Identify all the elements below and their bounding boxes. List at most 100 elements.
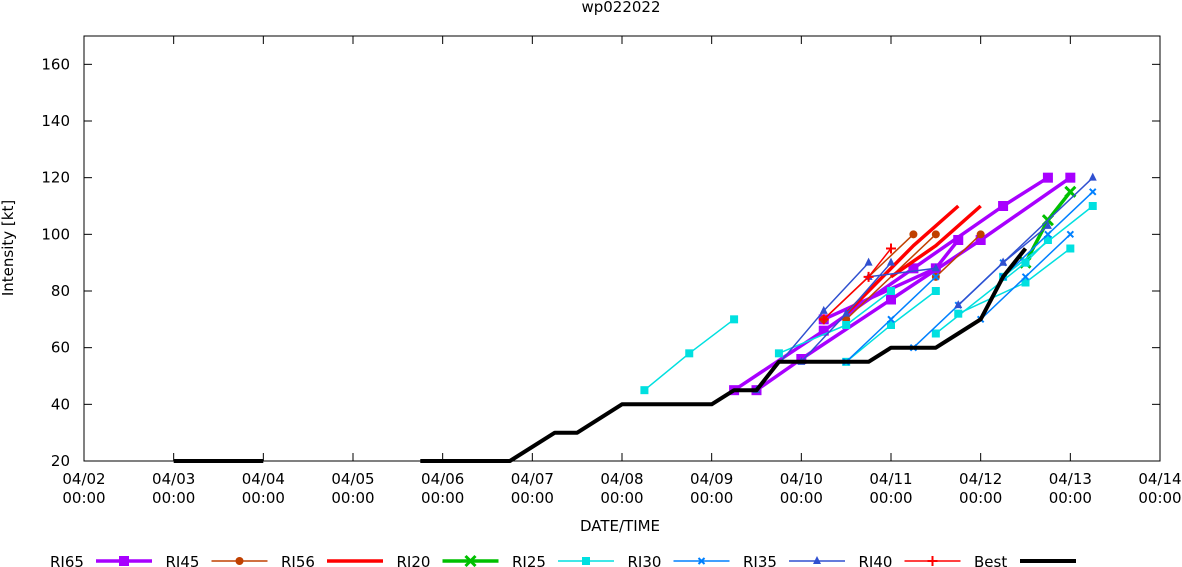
- data-point-marker: [909, 230, 918, 239]
- data-point-marker: [1088, 202, 1097, 210]
- data-point-marker: [582, 557, 590, 565]
- data-point-marker: [1044, 230, 1052, 239]
- legend-item: RI35: [743, 553, 845, 567]
- data-point-marker: [697, 557, 706, 565]
- data-point-marker: [685, 349, 694, 358]
- x-axis-label: DATE/TIME: [580, 517, 660, 535]
- series-ri25: [640, 202, 1097, 395]
- y-axis-label: Intensity [kt]: [0, 200, 17, 296]
- series-line: [1002, 177, 1094, 264]
- data-point-marker: [813, 556, 821, 564]
- data-point-marker: [887, 287, 895, 295]
- data-point-marker: [863, 271, 874, 282]
- data-point-marker: [908, 263, 919, 274]
- data-point-marker: [887, 321, 895, 329]
- legend-item: RI45: [166, 553, 268, 567]
- axis-ticks: 2040608010012014016004/0200:0004/0300:00…: [41, 36, 1182, 507]
- data-point-marker: [819, 305, 828, 314]
- data-point-marker: [931, 329, 940, 338]
- data-point-marker: [1042, 172, 1053, 183]
- series-ri56: [844, 204, 982, 315]
- data-point-marker: [1021, 273, 1030, 281]
- x-tick-time-label: 00:00: [242, 489, 285, 507]
- data-point-marker: [1089, 188, 1097, 196]
- legend-label: RI35: [743, 553, 777, 567]
- x-tick-time-label: 00:00: [331, 489, 374, 507]
- legend-item: RI40: [859, 553, 961, 567]
- legend-item: RI20: [397, 553, 499, 567]
- data-point-marker: [998, 201, 1009, 211]
- legend-item: RI25: [512, 553, 614, 567]
- y-tick-label: 100: [41, 225, 70, 243]
- data-point-marker: [464, 554, 477, 567]
- legend-label: RI30: [628, 553, 662, 567]
- series-line: [844, 204, 960, 315]
- legend: RI65 RI45 RI56 RI20 RI25 RI30 RI35 RI40 Best: [50, 553, 1076, 567]
- data-point-marker: [842, 321, 851, 329]
- x-tick-date-label: 04/07: [511, 470, 554, 488]
- data-point-marker: [931, 287, 940, 295]
- series-line: [957, 247, 1071, 315]
- x-tick-date-label: 04/11: [869, 470, 912, 488]
- data-point-marker: [1066, 244, 1075, 253]
- legend-item: RI56: [281, 553, 383, 567]
- data-point-marker: [730, 315, 739, 324]
- x-tick-date-label: 04/12: [959, 470, 1002, 488]
- x-tick-date-label: 04/09: [690, 470, 733, 488]
- data-point-marker: [953, 235, 964, 245]
- data-point-marker: [1066, 230, 1075, 239]
- series-ri40: [818, 243, 896, 325]
- x-tick-date-label: 04/02: [62, 470, 105, 488]
- data-point-marker: [842, 308, 851, 317]
- data-point-marker: [975, 235, 986, 245]
- x-tick-time-label: 00:00: [1138, 489, 1181, 507]
- data-point-marker: [818, 314, 829, 325]
- data-point-marker: [864, 257, 873, 266]
- series-line: [935, 233, 982, 278]
- x-tick-date-label: 04/05: [331, 470, 374, 488]
- x-tick-time-label: 00:00: [600, 489, 643, 507]
- legend-label: Best: [974, 553, 1007, 567]
- data-point-marker: [927, 556, 938, 566]
- series-line: [868, 267, 936, 278]
- data-point-marker: [976, 230, 985, 239]
- x-tick-time-label: 00:00: [959, 489, 1002, 507]
- data-point-marker: [931, 230, 940, 239]
- x-tick-time-label: 00:00: [780, 489, 823, 507]
- legend-item: RI30: [628, 553, 730, 567]
- data-point-marker: [1021, 278, 1030, 287]
- legend-label: RI45: [166, 553, 200, 567]
- series-line: [890, 204, 982, 279]
- data-point-marker: [1065, 172, 1076, 183]
- y-tick-label: 160: [41, 55, 70, 73]
- x-tick-date-label: 04/06: [421, 470, 464, 488]
- x-tick-time-label: 00:00: [152, 489, 195, 507]
- y-tick-label: 80: [51, 282, 70, 300]
- legend-label: RI20: [397, 553, 431, 567]
- series-lines: [173, 172, 1097, 463]
- x-tick-date-label: 04/13: [1049, 470, 1092, 488]
- legend-item: RI65: [50, 553, 152, 567]
- data-point-marker: [1021, 258, 1030, 267]
- x-tick-time-label: 00:00: [1049, 489, 1092, 507]
- data-point-marker: [235, 557, 244, 565]
- data-point-marker: [931, 263, 940, 272]
- legend-item: Best: [974, 553, 1076, 567]
- series-line: [420, 247, 1028, 463]
- data-point-marker: [954, 309, 963, 318]
- data-point-marker: [886, 294, 896, 305]
- y-tick-label: 120: [41, 169, 70, 187]
- data-point-marker: [640, 386, 649, 395]
- x-tick-time-label: 00:00: [690, 489, 733, 507]
- x-tick-date-label: 04/10: [780, 470, 823, 488]
- data-point-marker: [1088, 172, 1097, 181]
- y-tick-label: 40: [51, 395, 70, 413]
- x-tick-time-label: 00:00: [421, 489, 464, 507]
- x-tick-date-label: 04/04: [242, 470, 285, 488]
- data-point-marker: [119, 556, 129, 566]
- series-line: [1002, 205, 1094, 278]
- x-tick-date-label: 04/08: [600, 470, 643, 488]
- y-tick-label: 140: [41, 112, 70, 130]
- y-tick-label: 20: [51, 452, 70, 470]
